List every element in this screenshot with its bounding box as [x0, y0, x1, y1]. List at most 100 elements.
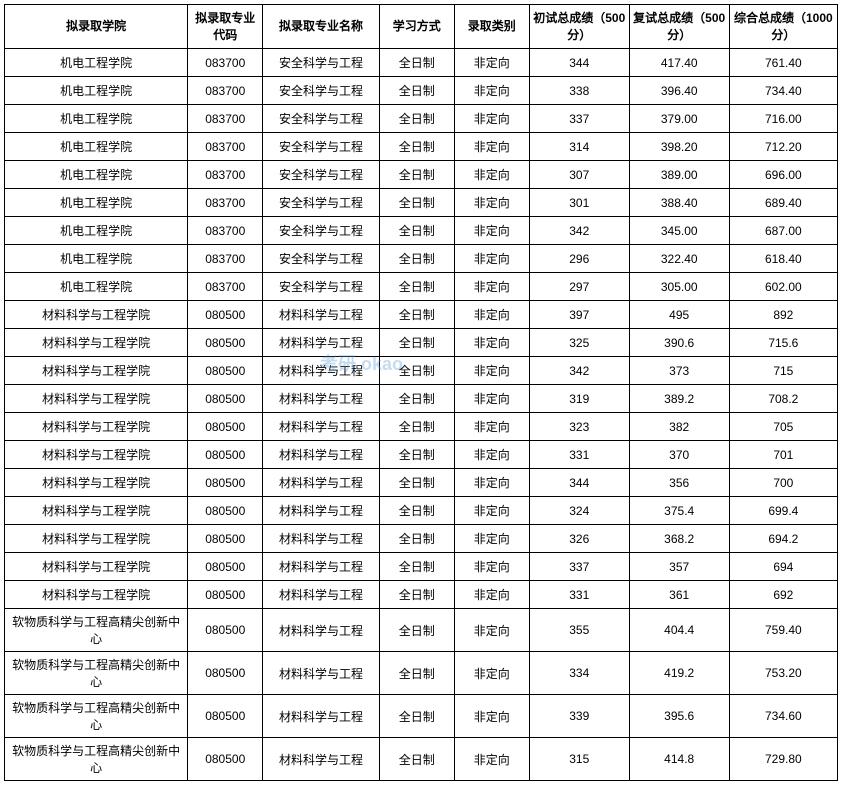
table-cell: 687.00: [729, 217, 837, 245]
table-row: 软物质科学与工程高精尖创新中心080500材料科学与工程全日制非定向339395…: [5, 695, 838, 738]
table-cell: 材料科学与工程: [263, 497, 380, 525]
table-cell: 全日制: [379, 441, 454, 469]
table-cell: 全日制: [379, 497, 454, 525]
table-cell: 材料科学与工程学院: [5, 441, 188, 469]
table-cell: 安全科学与工程: [263, 133, 380, 161]
table-cell: 非定向: [454, 329, 529, 357]
table-cell: 材料科学与工程学院: [5, 497, 188, 525]
table-cell: 非定向: [454, 441, 529, 469]
table-cell: 375.4: [629, 497, 729, 525]
table-row: 软物质科学与工程高精尖创新中心080500材料科学与工程全日制非定向355404…: [5, 609, 838, 652]
table-cell: 080500: [188, 329, 263, 357]
table-row: 机电工程学院083700安全科学与工程全日制非定向342345.00687.00: [5, 217, 838, 245]
table-cell: 非定向: [454, 105, 529, 133]
table-cell: 355: [529, 609, 629, 652]
table-cell: 080500: [188, 652, 263, 695]
table-cell: 390.6: [629, 329, 729, 357]
table-cell: 安全科学与工程: [263, 49, 380, 77]
table-cell: 非定向: [454, 245, 529, 273]
table-cell: 非定向: [454, 581, 529, 609]
table-row: 材料科学与工程学院080500材料科学与工程全日制非定向337357694: [5, 553, 838, 581]
table-cell: 080500: [188, 553, 263, 581]
table-row: 机电工程学院083700安全科学与工程全日制非定向307389.00696.00: [5, 161, 838, 189]
table-cell: 361: [629, 581, 729, 609]
table-cell: 305.00: [629, 273, 729, 301]
table-header: 拟录取学院 拟录取专业代码 拟录取专业名称 学习方式 录取类别 初试总成绩（50…: [5, 5, 838, 49]
table-row: 机电工程学院083700安全科学与工程全日制非定向337379.00716.00: [5, 105, 838, 133]
table-cell: 材料科学与工程: [263, 469, 380, 497]
table-cell: 非定向: [454, 609, 529, 652]
table-cell: 材料科学与工程: [263, 695, 380, 738]
table-cell: 419.2: [629, 652, 729, 695]
table-cell: 342: [529, 357, 629, 385]
table-cell: 全日制: [379, 301, 454, 329]
table-cell: 715.6: [729, 329, 837, 357]
table-cell: 404.4: [629, 609, 729, 652]
table-cell: 全日制: [379, 273, 454, 301]
table-cell: 339: [529, 695, 629, 738]
table-cell: 软物质科学与工程高精尖创新中心: [5, 695, 188, 738]
admissions-table: 拟录取学院 拟录取专业代码 拟录取专业名称 学习方式 录取类别 初试总成绩（50…: [4, 4, 838, 781]
table-cell: 319: [529, 385, 629, 413]
table-row: 材料科学与工程学院080500材料科学与工程全日制非定向344356700: [5, 469, 838, 497]
table-cell: 344: [529, 49, 629, 77]
table-cell: 325: [529, 329, 629, 357]
table-cell: 全日制: [379, 105, 454, 133]
table-cell: 892: [729, 301, 837, 329]
table-cell: 非定向: [454, 49, 529, 77]
table-cell: 337: [529, 553, 629, 581]
table-cell: 机电工程学院: [5, 189, 188, 217]
table-cell: 材料科学与工程: [263, 652, 380, 695]
header-admission-type: 录取类别: [454, 5, 529, 49]
table-row: 材料科学与工程学院080500材料科学与工程全日制非定向325390.6715.…: [5, 329, 838, 357]
table-cell: 非定向: [454, 553, 529, 581]
table-cell: 083700: [188, 273, 263, 301]
table-cell: 080500: [188, 441, 263, 469]
table-cell: 699.4: [729, 497, 837, 525]
table-cell: 材料科学与工程: [263, 413, 380, 441]
table-cell: 全日制: [379, 49, 454, 77]
table-cell: 342: [529, 217, 629, 245]
table-row: 机电工程学院083700安全科学与工程全日制非定向296322.40618.40: [5, 245, 838, 273]
table-cell: 701: [729, 441, 837, 469]
table-row: 材料科学与工程学院080500材料科学与工程全日制非定向323382705: [5, 413, 838, 441]
table-cell: 083700: [188, 133, 263, 161]
table-cell: 331: [529, 581, 629, 609]
table-cell: 非定向: [454, 413, 529, 441]
table-cell: 080500: [188, 413, 263, 441]
table-row: 机电工程学院083700安全科学与工程全日制非定向314398.20712.20: [5, 133, 838, 161]
table-cell: 非定向: [454, 273, 529, 301]
table-cell: 716.00: [729, 105, 837, 133]
table-cell: 323: [529, 413, 629, 441]
table-cell: 395.6: [629, 695, 729, 738]
table-cell: 非定向: [454, 189, 529, 217]
table-body: 机电工程学院083700安全科学与工程全日制非定向344417.40761.40…: [5, 49, 838, 781]
header-major-name: 拟录取专业名称: [263, 5, 380, 49]
table-row: 软物质科学与工程高精尖创新中心080500材料科学与工程全日制非定向334419…: [5, 652, 838, 695]
table-cell: 083700: [188, 245, 263, 273]
table-row: 材料科学与工程学院080500材料科学与工程全日制非定向326368.2694.…: [5, 525, 838, 553]
table-cell: 080500: [188, 301, 263, 329]
table-cell: 非定向: [454, 469, 529, 497]
table-cell: 全日制: [379, 581, 454, 609]
table-cell: 全日制: [379, 77, 454, 105]
table-cell: 全日制: [379, 469, 454, 497]
table-cell: 705: [729, 413, 837, 441]
table-row: 软物质科学与工程高精尖创新中心080500材料科学与工程全日制非定向315414…: [5, 738, 838, 781]
table-cell: 非定向: [454, 652, 529, 695]
table-cell: 398.20: [629, 133, 729, 161]
table-cell: 080500: [188, 581, 263, 609]
table-cell: 315: [529, 738, 629, 781]
table-cell: 326: [529, 525, 629, 553]
table-cell: 397: [529, 301, 629, 329]
table-cell: 机电工程学院: [5, 161, 188, 189]
table-cell: 全日制: [379, 357, 454, 385]
table-cell: 322.40: [629, 245, 729, 273]
table-cell: 非定向: [454, 357, 529, 385]
table-cell: 材料科学与工程学院: [5, 525, 188, 553]
table-cell: 材料科学与工程学院: [5, 581, 188, 609]
table-cell: 机电工程学院: [5, 273, 188, 301]
table-cell: 618.40: [729, 245, 837, 273]
table-cell: 安全科学与工程: [263, 245, 380, 273]
table-cell: 全日制: [379, 161, 454, 189]
